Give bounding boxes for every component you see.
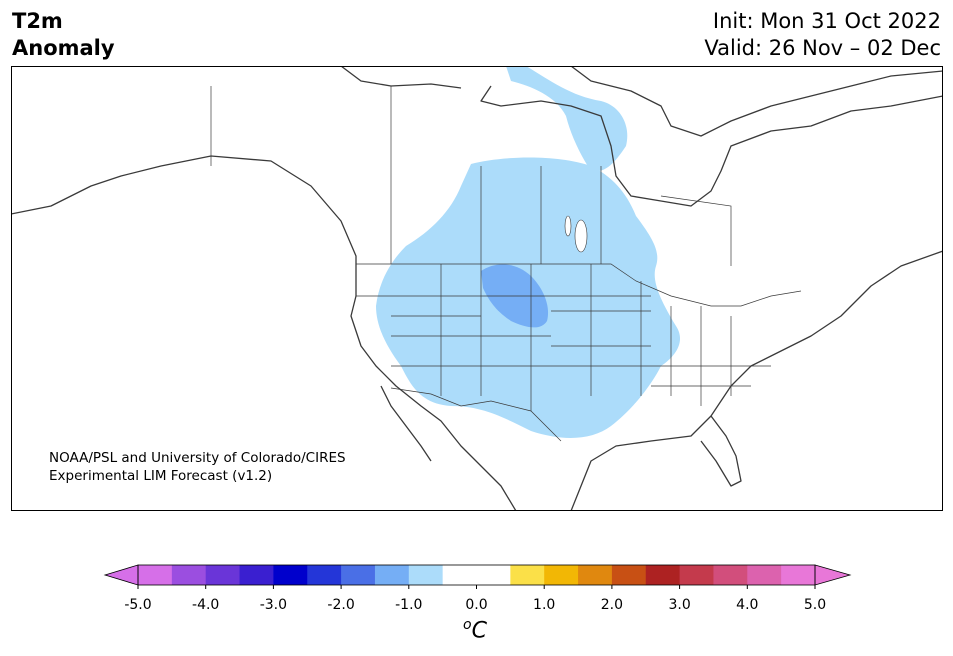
colorbar-bin (544, 565, 579, 585)
init-date: Init: Mon 31 Oct 2022 (712, 9, 941, 33)
colorbar (103, 564, 852, 589)
us-canada-border (356, 263, 802, 307)
credit-text: NOAA/PSL and University of Colorado/CIRE… (49, 449, 346, 485)
colorbar-tick-label: -1.0 (395, 597, 423, 613)
title-left: T2m Anomaly (12, 8, 115, 62)
political-borders (210, 86, 802, 442)
colorbar-bin (408, 565, 444, 585)
colorbar-tick-label: 0.0 (465, 597, 488, 613)
unit-degree: o (463, 617, 472, 633)
us-state-lines (356, 264, 771, 411)
colorbar-bin (374, 565, 410, 585)
colorbar-tick-label: 1.0 (533, 597, 556, 613)
unit-celsius: C (471, 618, 487, 644)
colorbar-bin (341, 565, 376, 585)
colorbar-tick-label: 3.0 (668, 597, 691, 613)
colorbar-bin (138, 565, 173, 585)
colorbar-unit-label: oC (463, 617, 487, 643)
colorbar-bin (442, 565, 477, 585)
colorbar-tick-label: -3.0 (259, 597, 288, 613)
colorbar-bin (307, 565, 342, 585)
colorbar-bin (781, 565, 816, 585)
colorbar-ticks (137, 585, 816, 589)
colorbar-bin (476, 565, 511, 585)
colorbar-tick-label: 2.0 (600, 597, 624, 613)
colorbar-over-triangle (814, 564, 852, 586)
credit-line-2: Experimental LIM Forecast (v1.2) (49, 468, 273, 484)
colorbar-bin (713, 565, 748, 585)
colorbar-bins (138, 565, 816, 585)
lakes (564, 215, 588, 253)
colorbar-tick-label: -5.0 (124, 597, 152, 613)
lake-winnipeg (574, 219, 588, 253)
valid-period: Valid: 26 Nov – 02 Dec (704, 36, 941, 60)
us-mexico-border (390, 387, 562, 442)
variable-title: T2m (12, 9, 63, 33)
colorbar-tick-label: 5.0 (803, 597, 827, 613)
colorbar-tick-label: 4.0 (736, 597, 759, 613)
title-right: Init: Mon 31 Oct 2022 Valid: 26 Nov – 02… (704, 8, 941, 62)
colorbar-under-triangle (103, 564, 139, 586)
credit-line-1: NOAA/PSL and University of Colorado/CIRE… (49, 450, 346, 466)
colorbar-bin (578, 565, 613, 585)
colorbar-bin (273, 565, 308, 585)
colorbar-bin (747, 565, 782, 585)
florida-peninsula (700, 415, 742, 487)
canada-province-lines (210, 86, 732, 266)
hudson-bay-coast (480, 85, 943, 207)
colorbar-bin (611, 565, 647, 585)
colorbar-tick-label: -4.0 (192, 597, 220, 613)
colorbar-bin (205, 565, 241, 585)
gulf-and-atlantic-coast (570, 250, 943, 511)
colorbar-bin (645, 565, 681, 585)
lake-manitoba (564, 215, 572, 237)
map-frame (11, 66, 943, 511)
colorbar-bin (171, 565, 207, 585)
colorbar-bin (239, 565, 274, 585)
anomaly-area-hudson-bay-extension (506, 66, 628, 172)
colorbar-tick-label: -2.0 (327, 597, 355, 613)
field-title: Anomaly (12, 36, 115, 60)
baja-california (380, 385, 432, 462)
colorbar-bin (679, 565, 714, 585)
anomaly-map (11, 66, 943, 511)
colorbar-bin (510, 565, 545, 585)
